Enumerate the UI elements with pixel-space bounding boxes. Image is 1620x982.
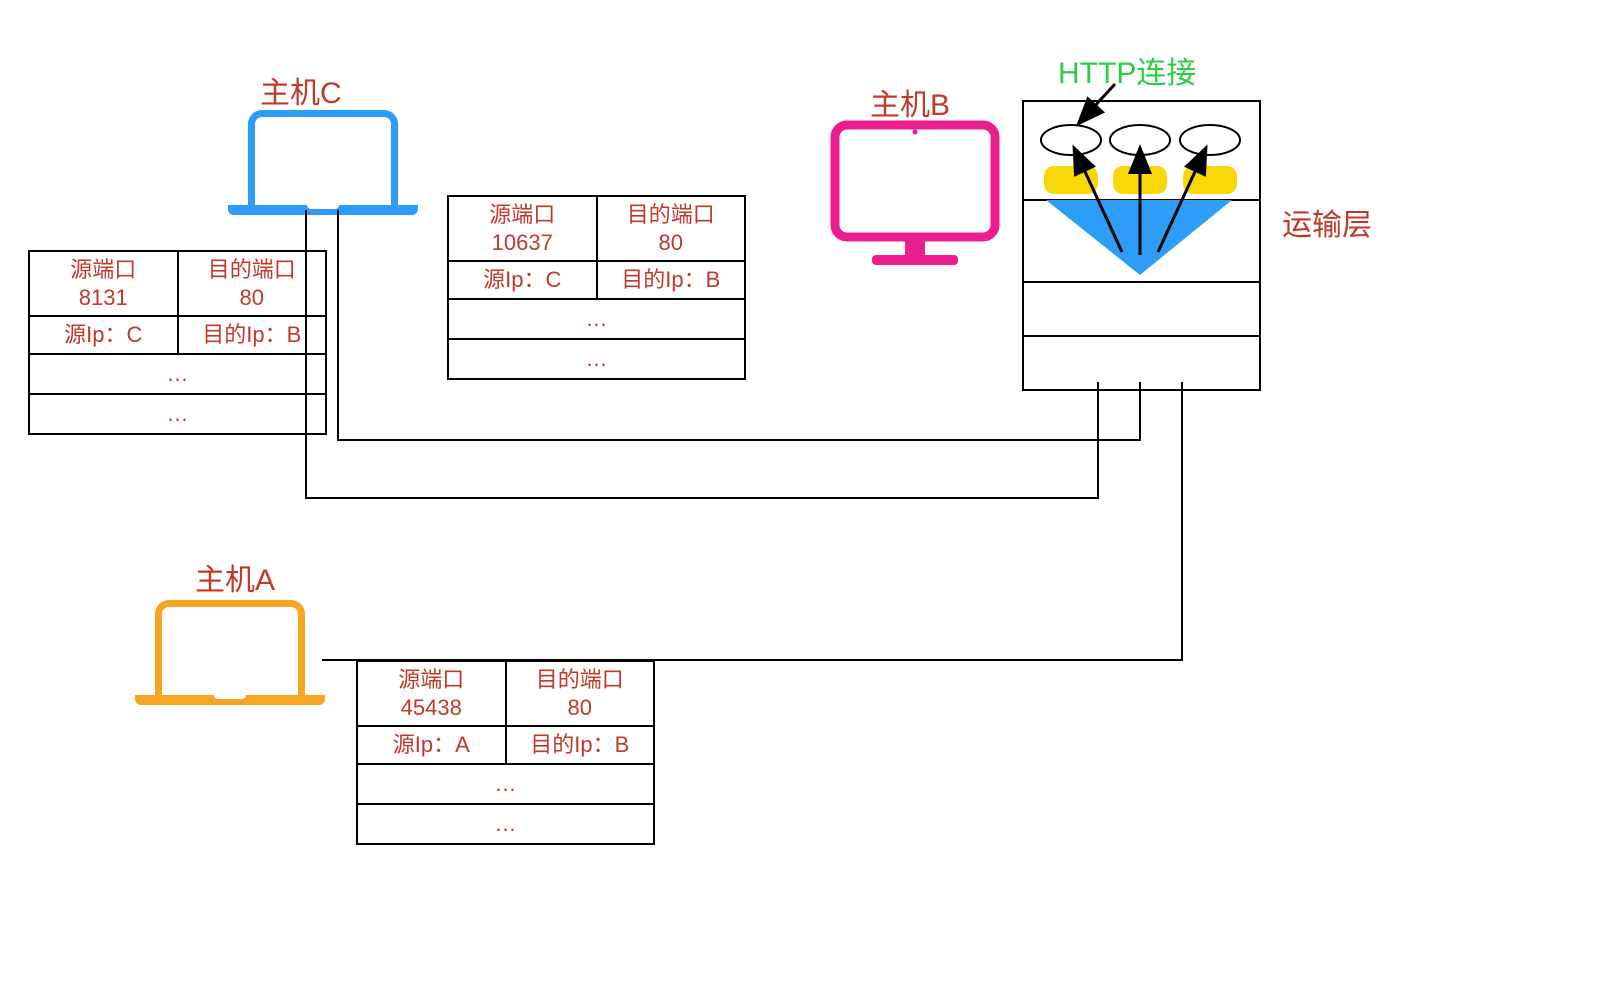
packet-c2-dstip: 目的Ip：B — [596, 262, 745, 298]
stack-layer-2 — [1024, 201, 1259, 283]
stack-layer-3 — [1024, 283, 1259, 337]
packet-c1-dstport: 目的端口 80 — [177, 252, 326, 315]
packet-a1: 源端口 45438 目的端口 80 源Ip：A 目的Ip：B … … — [356, 660, 655, 845]
packet-c1: 源端口 8131 目的端口 80 源Ip：C 目的Ip：B … … — [28, 250, 327, 435]
stack-layer-4 — [1024, 337, 1259, 389]
packet-a1-srcip: 源Ip：A — [358, 727, 505, 763]
packet-c2-dstport: 目的端口 80 — [596, 197, 745, 260]
http-connection-label: HTTP连接 — [1058, 48, 1196, 92]
protocol-stack — [1022, 100, 1261, 391]
packet-c1-srcport: 源端口 8131 — [30, 252, 177, 315]
packet-c2: 源端口 10637 目的端口 80 源Ip：C 目的Ip：B … … — [447, 195, 746, 380]
packet-c2-dots1: … — [449, 300, 744, 338]
laptop-host-a — [135, 600, 325, 705]
packet-a1-dstip: 目的Ip：B — [505, 727, 654, 763]
transport-layer-label: 运输层 — [1282, 200, 1372, 244]
host-b-label: 主机B — [870, 80, 950, 124]
packet-c1-dots2: … — [30, 395, 325, 433]
host-c-label: 主机C — [260, 68, 342, 112]
packet-a1-srcport: 源端口 45438 — [358, 662, 505, 725]
packet-a1-dots2: … — [358, 805, 653, 843]
wire-a — [322, 382, 1182, 660]
packet-a1-dstport: 目的端口 80 — [505, 662, 654, 725]
laptop-host-c — [228, 110, 418, 215]
packet-a1-dots1: … — [358, 765, 653, 803]
packet-c1-dots1: … — [30, 355, 325, 393]
packet-c2-srcip: 源Ip：C — [449, 262, 596, 298]
packet-c1-srcip: 源Ip：C — [30, 317, 177, 353]
packet-c2-dots2: … — [449, 340, 744, 378]
host-a-label: 主机A — [195, 555, 275, 599]
stack-layer-1 — [1024, 102, 1259, 201]
packet-c1-dstip: 目的Ip：B — [177, 317, 326, 353]
packet-c2-srcport: 源端口 10637 — [449, 197, 596, 260]
